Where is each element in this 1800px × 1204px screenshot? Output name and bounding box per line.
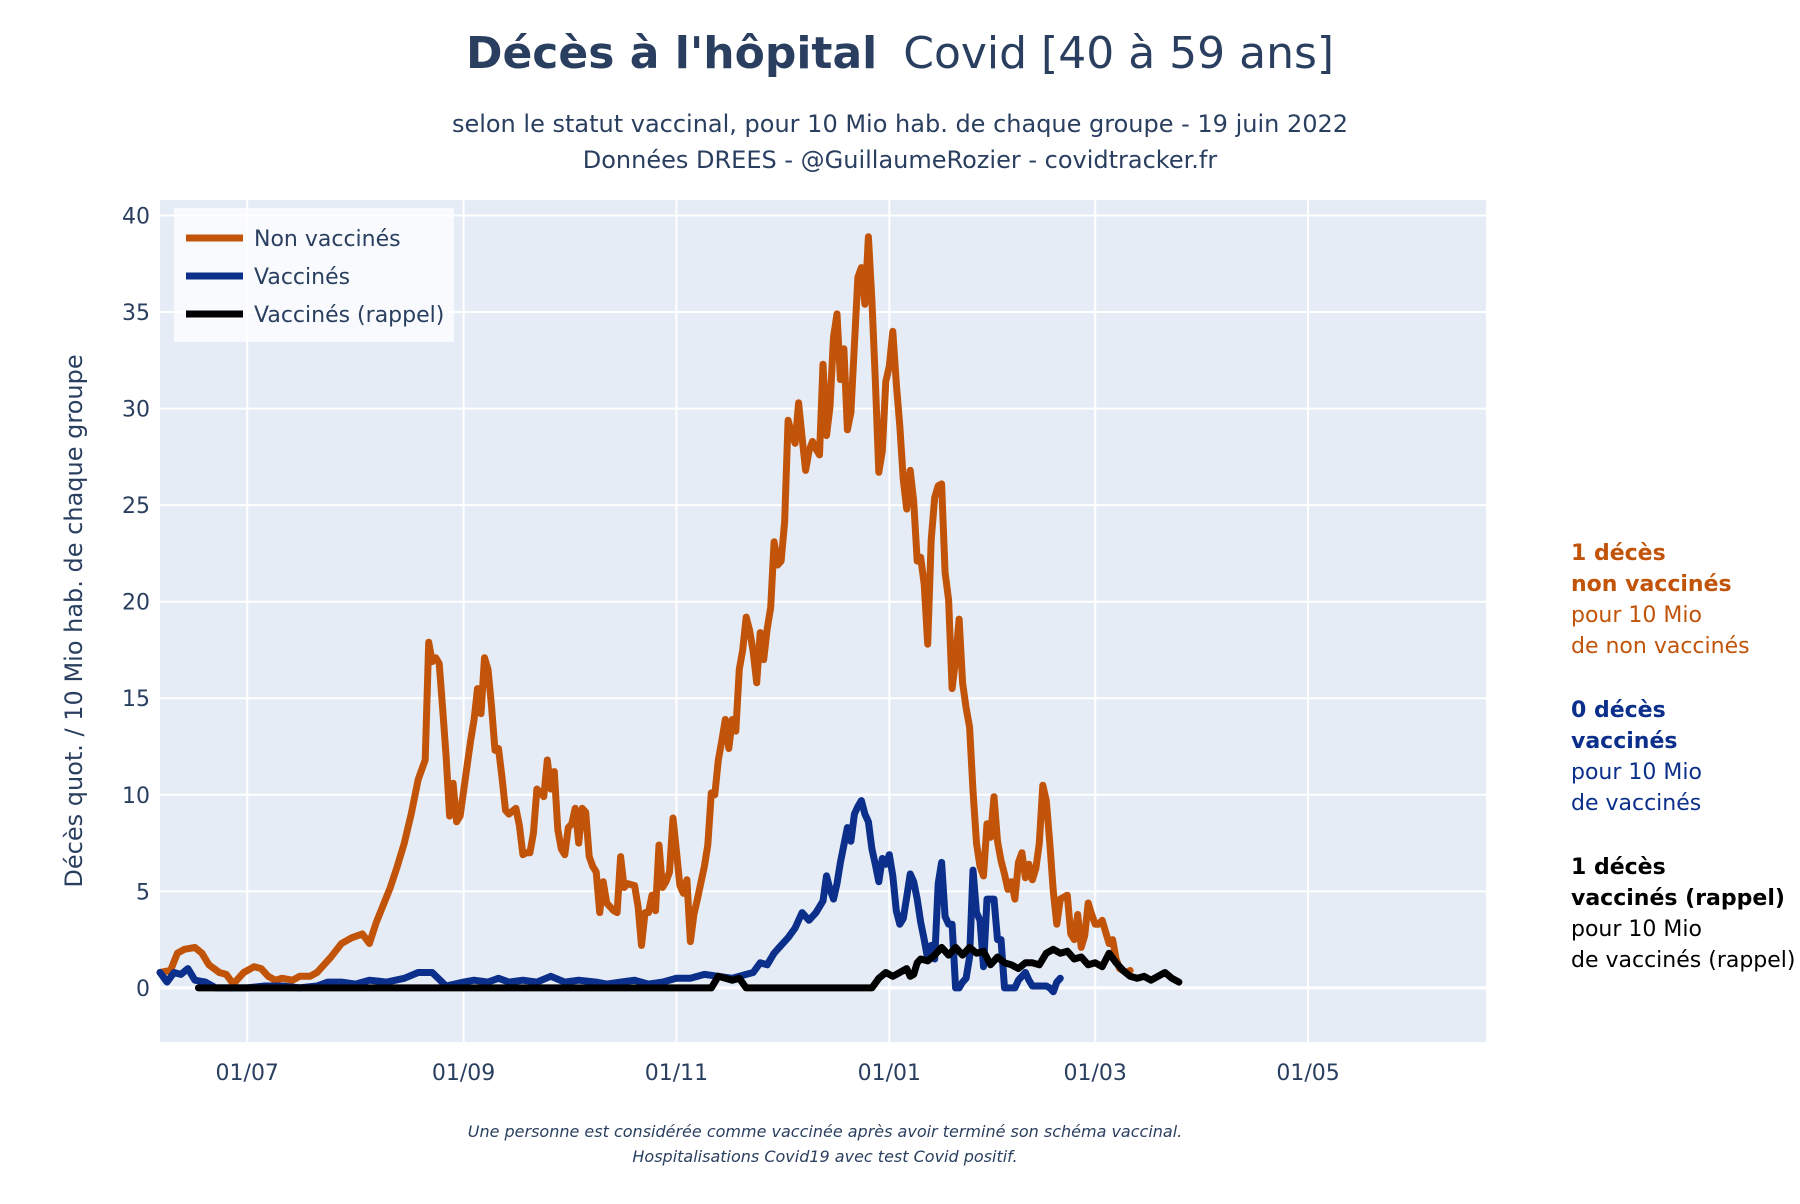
annotation-vaccines-line2: vaccinés [1571,729,1678,754]
legend-label-vaccines-rappel[interactable]: Vaccinés (rappel) [254,303,444,328]
annotation-non-vaccines-line1: 1 décès [1571,541,1666,566]
y-tick-label-20: 20 [122,591,150,616]
series-vaccines [156,797,1064,996]
annotation-non-vaccines-line3: pour 10 Mio [1571,603,1702,628]
y-tick-label-0: 0 [136,977,150,1002]
x-tick-label-4: 01/03 [1063,1061,1126,1086]
x-tick-label-5: 01/05 [1276,1061,1339,1086]
annotation-non-vaccines-line2: non vaccinés [1571,572,1732,597]
footnote-line-1: Une personne est considérée comme vaccin… [468,1122,1183,1141]
x-tick-labels: 01/07 01/09 01/11 01/01 01/03 01/05 [216,1061,1340,1086]
chart-subtitle-2: Données DREES - @GuillaumeRozier - covid… [583,146,1218,174]
annotation-vaccines-rappel-line3: pour 10 Mio [1571,917,1702,942]
annotation-non-vaccines: 1 décès non vaccinés pour 10 Mio de non … [1571,541,1750,659]
x-tick-label-0: 01/07 [216,1061,279,1086]
annotation-vaccines-line3: pour 10 Mio [1571,760,1702,785]
series-layer [156,233,1183,996]
y-tick-label-40: 40 [122,204,150,229]
chart-title-rest: Covid [40 à 59 ans] [903,28,1334,79]
annotation-vaccines: 0 décès vaccinés pour 10 Mio de vaccinés [1571,698,1702,816]
chart-subtitle-1: selon le statut vaccinal, pour 10 Mio ha… [452,110,1348,138]
legend-label-vaccines[interactable]: Vaccinés [254,265,350,290]
x-tick-label-1: 01/09 [432,1061,495,1086]
y-tick-label-5: 5 [136,880,150,905]
legend-label-non-vaccines[interactable]: Non vaccinés [254,227,401,252]
annotation-vaccines-rappel-line2: vaccinés (rappel) [1571,886,1785,911]
y-tick-label-30: 30 [122,398,150,423]
annotation-vaccines-rappel-line4: de vaccinés (rappel) [1571,948,1796,973]
legend: Non vaccinés Vaccinés Vaccinés (rappel) [174,208,454,342]
x-tick-label-3: 01/01 [858,1061,921,1086]
x-gridlines [246,200,1310,1042]
chart-title-bold: Décès à l'hôpital [466,28,877,79]
y-tick-labels: 0 5 10 15 20 25 30 35 40 [122,204,150,1001]
y-tick-label-35: 35 [122,301,150,326]
annotation-vaccines-line1: 0 décès [1571,698,1666,723]
annotation-vaccines-line4: de vaccinés [1571,791,1701,816]
annotation-vaccines-rappel-line1: 1 décès [1571,855,1666,880]
y-tick-label-25: 25 [122,494,150,519]
series-non-vaccines [156,233,1134,988]
y-tick-label-15: 15 [122,687,150,712]
annotation-vaccines-rappel: 1 décès vaccinés (rappel) pour 10 Mio de… [1571,855,1796,973]
x-tick-label-2: 01/11 [645,1061,708,1086]
chart-title: Décès à l'hôpital Covid [40 à 59 ans] [466,28,1334,79]
y-axis-label: Décès quot. / 10 Mio hab. de chaque grou… [60,354,88,887]
series-vaccines-rappel [194,943,1183,992]
y-tick-label-10: 10 [122,784,150,809]
footnote-line-2: Hospitalisations Covid19 avec test Covid… [632,1147,1017,1166]
annotation-non-vaccines-line4: de non vaccinés [1571,634,1750,659]
